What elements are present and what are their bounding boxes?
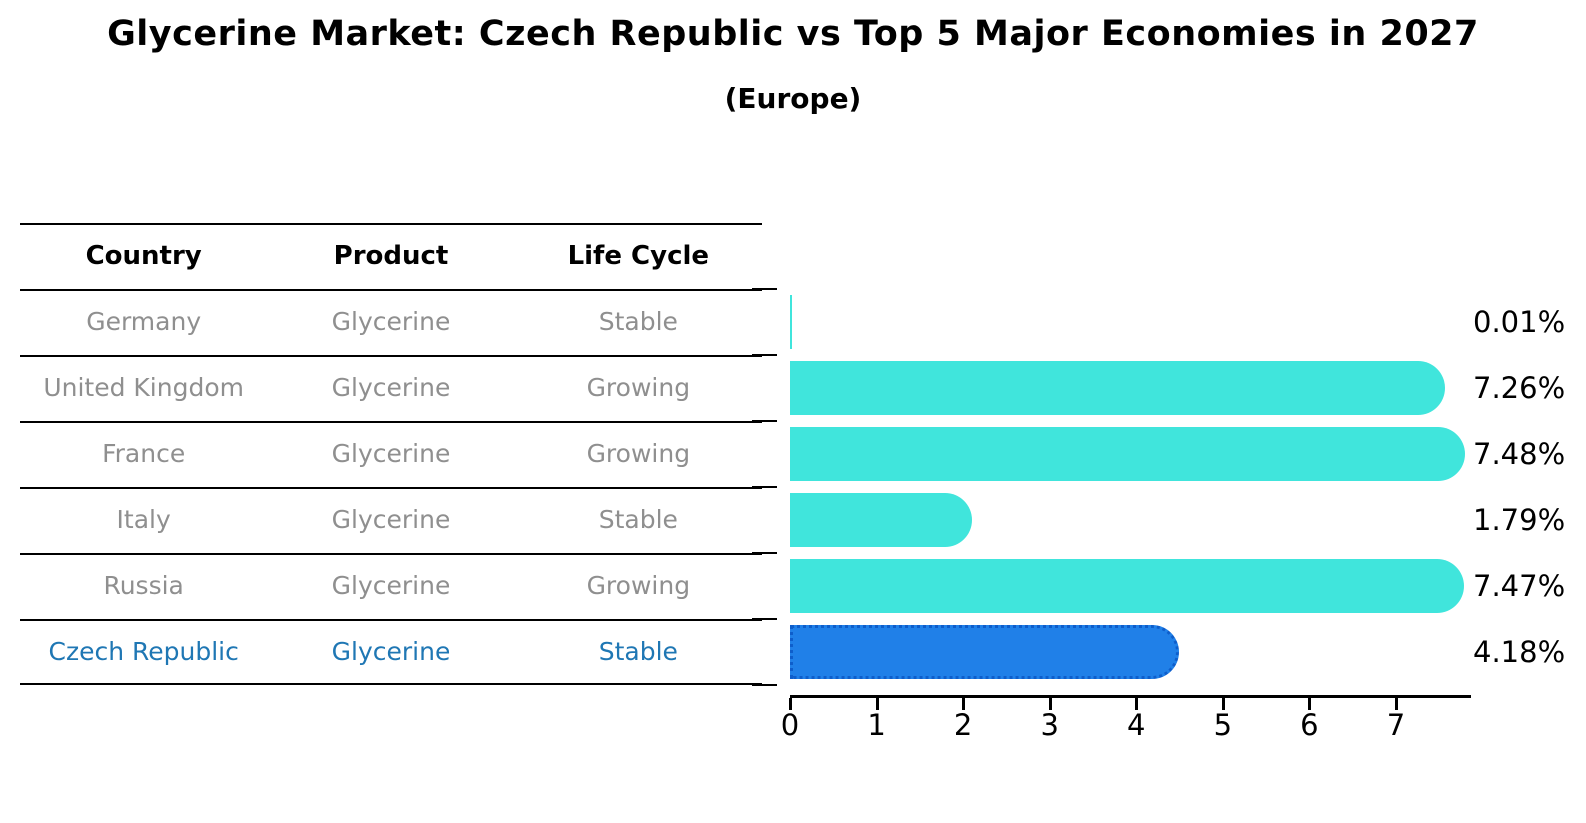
table-cell-country: Italy [116, 505, 171, 534]
x-axis-tick-label: 1 [867, 708, 886, 742]
table-cell-product: Glycerine [331, 373, 451, 402]
y-axis-tick [752, 552, 777, 554]
table-cell-product: Glycerine [331, 439, 451, 468]
x-axis-tick-label: 3 [1040, 708, 1059, 742]
y-axis-tick [752, 486, 777, 488]
y-axis-tick [752, 420, 777, 422]
chart-title: Glycerine Market: Czech Republic vs Top … [107, 14, 1479, 54]
column-header-country: Country [85, 241, 202, 271]
column-header-product: Product [333, 241, 449, 271]
x-axis-tick-label: 4 [1127, 708, 1146, 742]
value-label: 1.79% [1473, 503, 1566, 537]
x-axis-tick-label: 7 [1386, 708, 1406, 742]
value-label: 7.26% [1473, 371, 1566, 405]
table-cell-product: Glycerine [331, 505, 451, 534]
y-axis-tick [752, 354, 777, 356]
x-axis-tick [875, 698, 879, 710]
x-axis-tick [1394, 698, 1398, 710]
table-row: France Glycerine Growing [20, 421, 762, 487]
x-axis-tick [1308, 698, 1312, 710]
x-axis-tick-label: 5 [1213, 708, 1233, 742]
table-cell-country: Russia [103, 571, 184, 600]
table-cell-life_cycle: Growing [586, 373, 691, 402]
bar [790, 427, 1465, 481]
bar-highlighted [790, 625, 1179, 679]
value-label: 7.47% [1473, 569, 1566, 603]
y-axis-tick [752, 684, 777, 686]
x-axis-tick [1048, 698, 1052, 710]
table-row: Czech Republic Glycerine Stable [20, 619, 762, 685]
table-row: Germany Glycerine Stable [20, 289, 762, 355]
table-cell-life_cycle: Growing [586, 439, 691, 468]
bar [790, 295, 792, 349]
table-cell-life_cycle: Stable [598, 505, 678, 534]
value-label: 4.18% [1473, 635, 1566, 669]
x-axis-tick-label: 6 [1300, 708, 1319, 742]
x-axis-tick [1221, 698, 1225, 710]
bar [790, 559, 1464, 613]
table-cell-country: France [102, 439, 186, 468]
y-axis-tick [752, 288, 777, 290]
x-axis-tick [789, 698, 792, 710]
bar [790, 493, 972, 547]
bar [790, 361, 1446, 415]
table-cell-country: Czech Republic [48, 637, 239, 666]
table-cell-country: United Kingdom [43, 373, 244, 402]
table-cell-life_cycle: Stable [598, 307, 678, 336]
table-row: Russia Glycerine Growing [20, 553, 762, 619]
table-cell-product: Glycerine [331, 307, 451, 336]
table-cell-life_cycle: Stable [598, 637, 678, 666]
chart-subtitle: (Europe) [724, 82, 862, 115]
table-cell-product: Glycerine [331, 637, 451, 666]
x-axis-tick-label: 0 [780, 708, 800, 742]
table-row: Italy Glycerine Stable [20, 487, 762, 553]
table-cell-country: Germany [86, 307, 202, 336]
table-row: United Kingdom Glycerine Growing [20, 355, 762, 421]
column-header-lifecycle: Life Cycle [567, 241, 710, 271]
x-axis-tick-label: 2 [953, 708, 973, 742]
table-cell-product: Glycerine [331, 571, 451, 600]
table-cell-life_cycle: Growing [586, 571, 691, 600]
x-axis-line [790, 695, 1471, 698]
value-label: 0.01% [1473, 305, 1566, 339]
x-axis-tick [1135, 698, 1139, 710]
table-header-row: Country Product Life Cycle [20, 223, 762, 289]
y-axis-tick [752, 618, 777, 620]
value-label: 7.48% [1473, 437, 1566, 471]
x-axis-tick [962, 698, 966, 710]
